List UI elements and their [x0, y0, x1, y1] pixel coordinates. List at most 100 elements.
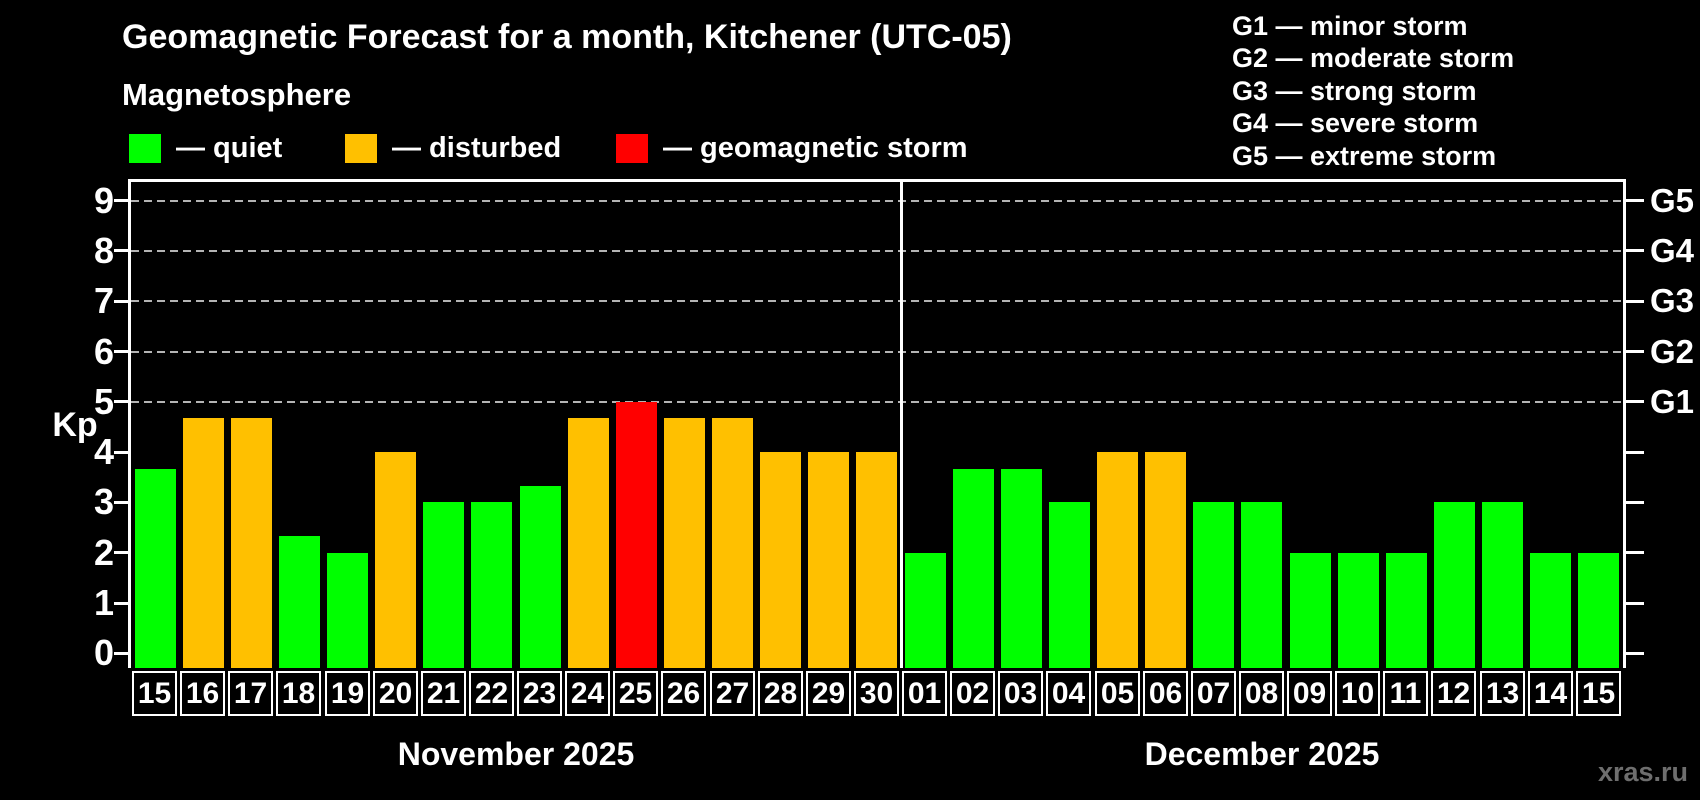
watermark: xras.ru	[1597, 757, 1688, 787]
day-label-box-nov-28: 28	[758, 671, 803, 716]
month-label-nov: November 2025	[397, 736, 635, 772]
legend-label-disturbed: — disturbed	[392, 132, 562, 164]
magnetosphere-label: Magnetosphere	[122, 77, 352, 112]
kp-bar-nov-29	[808, 452, 849, 668]
kp-bar-dec-11	[1386, 553, 1427, 668]
g-scale-legend-line: G3 — strong storm	[1232, 75, 1477, 106]
kp-bar-dec-02	[953, 469, 994, 668]
month-label-dec: December 2025	[1144, 736, 1380, 772]
gridline-kp5	[131, 401, 1623, 403]
day-label-box-nov-22: 22	[469, 671, 514, 716]
day-label-box-nov-25: 25	[613, 671, 658, 716]
y-tick-label: 6	[93, 331, 114, 372]
g-scale-legend-line: G1 — minor storm	[1232, 11, 1468, 41]
right-axis-tick	[1626, 451, 1644, 454]
kp-bar-dec-07	[1193, 502, 1234, 668]
y-axis-tick	[114, 652, 131, 655]
day-label-box-nov-19: 19	[325, 671, 370, 716]
y-axis-tick	[114, 300, 131, 303]
gridline-kp8	[131, 250, 1623, 252]
day-label-box-nov-21: 21	[421, 671, 466, 716]
kp-bar-dec-12	[1434, 502, 1475, 668]
kp-bar-nov-24	[568, 418, 609, 668]
y-tick-label: 9	[93, 180, 114, 221]
kp-bar-nov-27	[712, 418, 753, 668]
day-label-box-nov-20: 20	[373, 671, 418, 716]
quiet-swatch-icon	[129, 134, 161, 163]
gridline-kp9	[131, 200, 1623, 202]
y-axis-tick	[114, 451, 131, 454]
day-label-box-nov-30: 30	[854, 671, 899, 716]
day-label-box-dec-02: 02	[950, 671, 995, 716]
month-separator	[900, 182, 903, 668]
kp-bar-dec-08	[1241, 502, 1282, 668]
right-axis-tick	[1626, 501, 1644, 504]
day-label-box-dec-07: 07	[1191, 671, 1236, 716]
right-axis-tick	[1626, 400, 1644, 403]
kp-bar-nov-17	[231, 418, 272, 668]
kp-bar-dec-06	[1145, 452, 1186, 668]
g-scale-legend-line: G2 — moderate storm	[1232, 43, 1515, 74]
kp-axis-label: Kp	[52, 406, 98, 444]
kp-bar-nov-26	[664, 418, 705, 668]
disturbed-swatch-icon	[345, 134, 377, 163]
day-label-box-nov-27: 27	[710, 671, 755, 716]
y-axis-tick	[114, 400, 131, 403]
y-axis-tick	[114, 551, 131, 554]
day-label-box-nov-23: 23	[517, 671, 562, 716]
kp-bar-dec-03	[1001, 469, 1042, 668]
gridline-kp7	[131, 300, 1623, 302]
legend-item-quiet: — quiet	[129, 132, 282, 165]
day-label-box-nov-17: 17	[228, 671, 273, 716]
y-tick-label: 5	[93, 381, 114, 422]
right-axis-tick	[1626, 300, 1644, 303]
storm-swatch-icon	[616, 134, 648, 163]
chart-title: Geomagnetic Forecast for a month, Kitche…	[122, 18, 1012, 56]
day-label-box-dec-09: 09	[1287, 671, 1332, 716]
g-axis-label-g1: G1	[1650, 383, 1695, 420]
kp-bar-nov-21	[423, 502, 464, 668]
legend-item-disturbed: — disturbed	[345, 132, 561, 165]
kp-bar-nov-19	[327, 553, 368, 668]
y-tick-label: 4	[93, 431, 114, 472]
kp-bar-dec-14	[1530, 553, 1571, 668]
kp-bar-nov-28	[760, 452, 801, 668]
kp-bar-dec-04	[1049, 502, 1090, 668]
day-label-box-dec-08: 08	[1239, 671, 1284, 716]
day-label-box-dec-04: 04	[1046, 671, 1091, 716]
day-label-box-nov-16: 16	[180, 671, 225, 716]
g-axis-label-g3: G3	[1650, 282, 1695, 319]
y-axis-tick	[114, 199, 131, 202]
day-label-box-dec-12: 12	[1431, 671, 1476, 716]
g-axis-label-g2: G2	[1650, 333, 1695, 370]
kp-bar-nov-25	[616, 402, 657, 668]
right-axis-tick	[1626, 199, 1644, 202]
kp-bar-dec-15	[1578, 553, 1619, 668]
kp-bar-dec-13	[1482, 502, 1523, 668]
day-label-box-dec-06: 06	[1143, 671, 1188, 716]
y-tick-label: 3	[93, 481, 114, 522]
y-axis-tick	[114, 602, 131, 605]
right-axis-tick	[1626, 350, 1644, 353]
right-axis-tick	[1626, 551, 1644, 554]
day-label-box-dec-13: 13	[1480, 671, 1525, 716]
kp-bar-dec-01	[905, 553, 946, 668]
right-axis-tick	[1626, 652, 1644, 655]
day-label-box-nov-29: 29	[806, 671, 851, 716]
day-label-box-dec-05: 05	[1095, 671, 1140, 716]
day-label-box-dec-11: 11	[1383, 671, 1428, 716]
kp-bar-nov-30	[856, 452, 897, 668]
kp-bar-nov-20	[375, 452, 416, 668]
plot-border	[128, 179, 1626, 668]
gridline-kp6	[131, 351, 1623, 353]
g-scale-legend-line: G5 — extreme storm	[1232, 140, 1497, 171]
kp-bar-nov-15	[135, 469, 176, 668]
kp-bar-nov-18	[279, 536, 320, 668]
g-axis-label-g5: G5	[1650, 182, 1695, 219]
day-label-box-dec-03: 03	[998, 671, 1043, 716]
kp-bar-dec-09	[1290, 553, 1331, 668]
status-legend: — quiet — disturbed — geomagnetic storm	[0, 132, 1100, 166]
right-axis-tick	[1626, 602, 1644, 605]
right-axis-tick	[1626, 249, 1644, 252]
legend-item-storm: — geomagnetic storm	[616, 132, 968, 165]
